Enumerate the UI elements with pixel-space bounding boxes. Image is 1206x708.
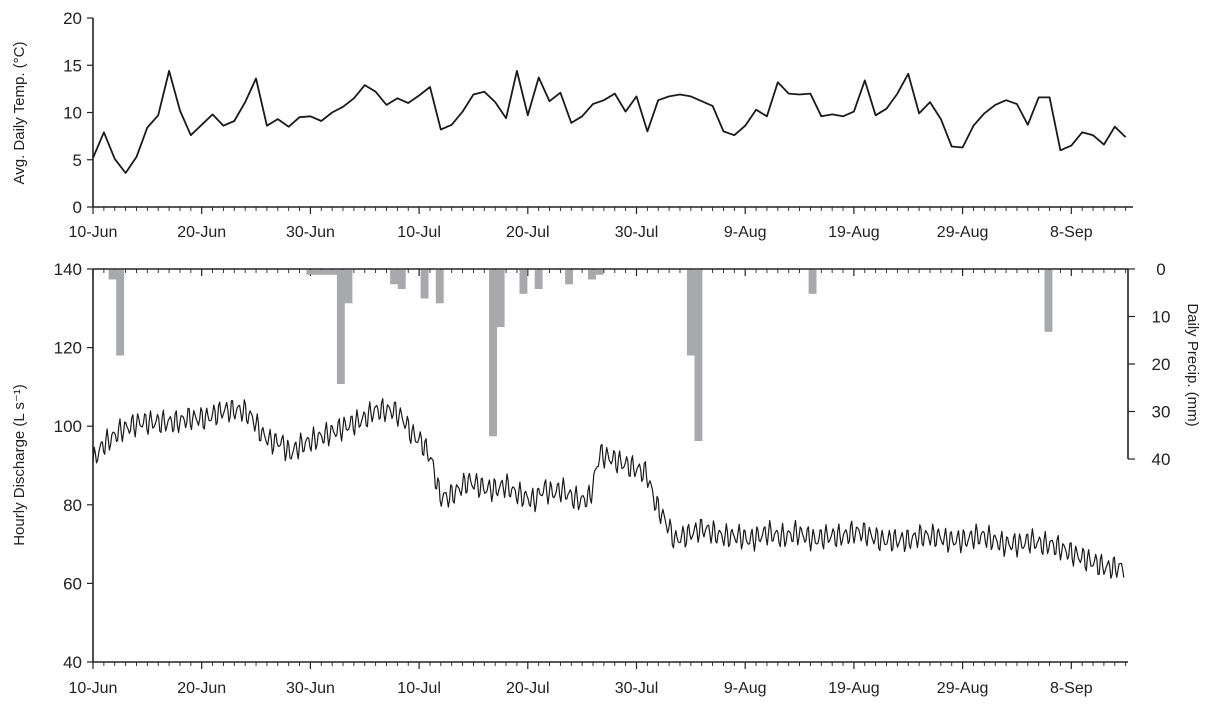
discharge-x-tick-label: 29-Aug: [937, 680, 989, 697]
temperature-x-tick-label: 9-Aug: [724, 224, 767, 241]
precipitation-y-tick-label: 10: [1152, 308, 1171, 327]
temperature-y-tick-label: 15: [63, 56, 82, 75]
temperature-x-tick-label: 8-Sep: [1050, 224, 1093, 241]
discharge-y-axis-label: Hourly Discharge (L s⁻¹): [11, 384, 28, 546]
discharge-x-tick-label: 20-Jul: [506, 680, 550, 697]
discharge-y-tick-label: 40: [63, 653, 82, 672]
discharge-x-tick-label: 30-Jun: [286, 680, 335, 697]
precipitation-bar: [565, 270, 573, 285]
precipitation-bar: [314, 270, 322, 275]
precipitation-y-tick-label: 20: [1152, 355, 1171, 374]
discharge-x-tick-label: 10-Jun: [69, 680, 118, 697]
discharge-x-tick-label: 20-Jun: [177, 680, 226, 697]
precipitation-bar: [306, 270, 315, 275]
discharge-x-tick-label: 8-Sep: [1050, 680, 1093, 697]
precipitation-bar: [519, 270, 528, 294]
temperature-y-tick-label: 0: [73, 198, 82, 217]
discharge-y-tick-label: 100: [54, 417, 82, 436]
precipitation-bar: [694, 270, 703, 441]
precipitation-bar: [420, 270, 429, 299]
precipitation-bar: [1044, 270, 1053, 332]
discharge-y-tick-label: 80: [63, 496, 82, 515]
temperature-x-tick-label: 30-Jun: [286, 224, 335, 241]
temperature-axes: 0 5 10 15 20 10-Jun 20-Jun 30-Jun 10-Jul 20-Jul 30…: [63, 9, 1133, 241]
temperature-x-tick-label: 20-Jun: [177, 224, 226, 241]
temperature-x-tick-label: 20-Jul: [506, 224, 550, 241]
precipitation-bars: [108, 270, 1053, 441]
temperature-x-tick-label: 29-Aug: [937, 224, 989, 241]
precipitation-bar: [321, 270, 330, 275]
precipitation-bar: [534, 270, 543, 289]
discharge-x-tick-label: 9-Aug: [724, 680, 767, 697]
precipitation-bar: [489, 270, 497, 437]
precipitation-bar: [435, 270, 444, 304]
precipitation-bar: [390, 270, 398, 285]
discharge-x-tick-label: 30-Jul: [615, 680, 659, 697]
discharge-y-tick-label: 60: [63, 574, 82, 593]
precipitation-bar: [588, 270, 596, 280]
discharge-series-line: [92, 398, 1125, 579]
temperature-y-axis-label: Avg. Daily Temp. (°C): [11, 42, 28, 185]
discharge-x-tick-label: 19-Aug: [828, 680, 880, 697]
discharge-y-tick-label: 120: [54, 339, 82, 358]
temperature-series-line: [92, 70, 1127, 174]
precipitation-y-tick-label: 30: [1152, 403, 1171, 422]
temperature-y-tick-label: 10: [63, 104, 82, 123]
precipitation-bar: [496, 270, 505, 327]
discharge-x-tick-label: 10-Jul: [397, 680, 441, 697]
temperature-x-tick-label: 19-Aug: [828, 224, 880, 241]
precipitation-bar: [686, 270, 695, 356]
temperature-y-tick-label: 5: [73, 151, 82, 170]
precipitation-bar: [329, 270, 338, 275]
temperature-x-tick-label: 30-Jul: [615, 224, 659, 241]
precipitation-y-tick-label: 0: [1156, 260, 1165, 279]
precipitation-bar: [397, 270, 406, 289]
temperature-x-tick-label: 10-Jun: [69, 224, 118, 241]
precipitation-y-tick-label: 40: [1152, 450, 1171, 469]
temperature-panel: 0 5 10 15 20 10-Jun 20-Jun 30-Jun 10-Jul 20-Jul 30…: [11, 9, 1133, 241]
discharge-y-tick-label: 140: [54, 260, 82, 279]
precipitation-bar: [336, 270, 345, 384]
temperature-x-tick-label: 10-Jul: [397, 224, 441, 241]
precipitation-bar: [116, 270, 125, 356]
precipitation-bar: [344, 270, 353, 304]
precipitation-bar: [595, 270, 604, 275]
temperature-y-tick-label: 20: [63, 9, 82, 28]
precipitation-bar: [808, 270, 817, 294]
precipitation-y-axis-label: Daily Precip. (mm): [1184, 303, 1201, 426]
precipitation-bar: [108, 270, 117, 280]
